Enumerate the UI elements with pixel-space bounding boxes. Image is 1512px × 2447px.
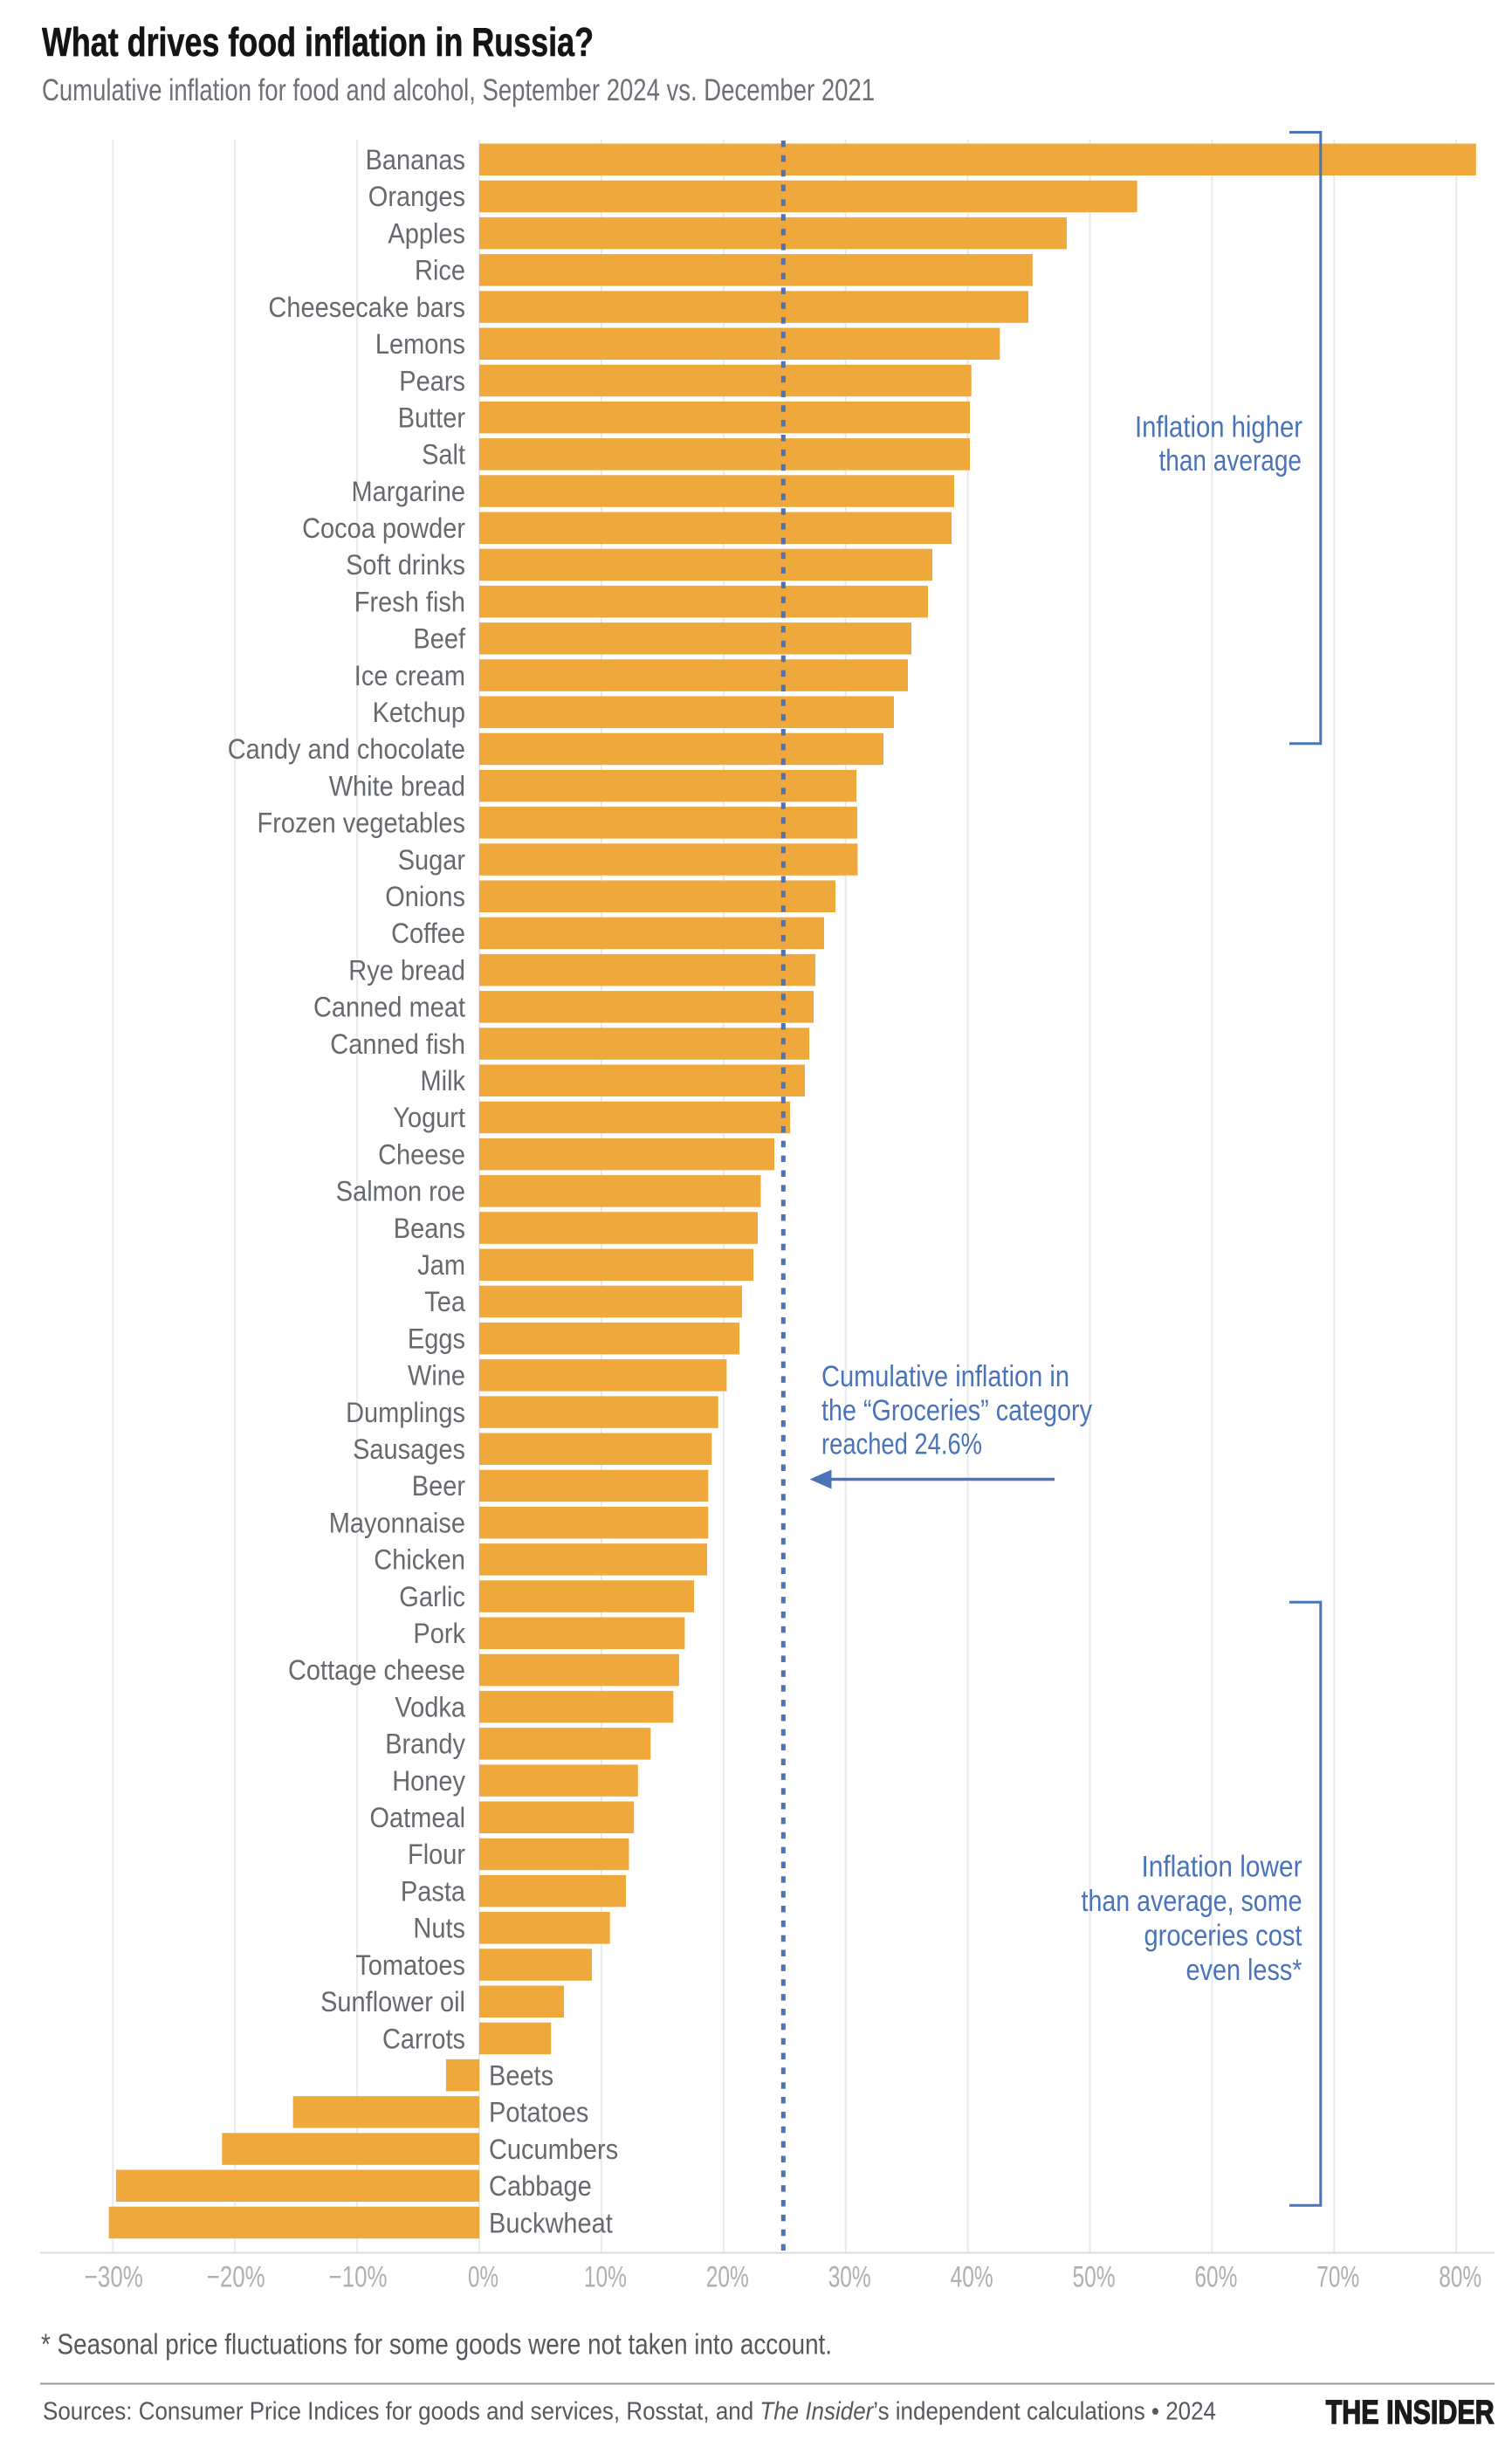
- svg-text:Yogurt: Yogurt: [393, 1102, 465, 1133]
- svg-text:Beets: Beets: [489, 2060, 553, 2092]
- svg-text:Lemons: Lemons: [375, 328, 465, 360]
- svg-text:Potatoes: Potatoes: [489, 2097, 588, 2128]
- svg-text:70%: 70%: [1316, 2261, 1359, 2294]
- svg-text:Cottage cheese: Cottage cheese: [288, 1654, 465, 1686]
- svg-text:40%: 40%: [951, 2261, 993, 2294]
- svg-text:Chicken: Chicken: [374, 1544, 465, 1576]
- svg-text:Cheesecake bars: Cheesecake bars: [268, 292, 465, 323]
- svg-text:What drives food inflation in: What drives food inflation in Russia?: [42, 19, 594, 65]
- svg-text:Canned meat: Canned meat: [313, 992, 465, 1023]
- svg-text:−30%: −30%: [85, 2261, 143, 2294]
- svg-text:Cumulative inflation for food: Cumulative inflation for food and alcoho…: [42, 73, 875, 107]
- svg-text:Margarine: Margarine: [352, 476, 466, 507]
- svg-text:0%: 0%: [468, 2261, 498, 2294]
- svg-text:Buckwheat: Buckwheat: [489, 2207, 613, 2238]
- svg-text:* Seasonal price fluctuations: * Seasonal price fluctuations for some g…: [41, 2327, 832, 2360]
- svg-text:Dumplings: Dumplings: [346, 1397, 465, 1428]
- svg-text:Ice cream: Ice cream: [354, 660, 465, 691]
- svg-text:30%: 30%: [828, 2261, 871, 2294]
- svg-text:groceries cost: groceries cost: [1144, 1919, 1302, 1952]
- svg-text:Coffee: Coffee: [391, 918, 465, 949]
- svg-text:Oatmeal: Oatmeal: [370, 1802, 466, 1833]
- svg-text:Honey: Honey: [392, 1765, 465, 1797]
- svg-text:Beef: Beef: [413, 623, 465, 655]
- svg-text:Cumulative inflation in: Cumulative inflation in: [821, 1360, 1069, 1393]
- svg-text:Salmon roe: Salmon roe: [336, 1176, 465, 1207]
- svg-text:Canned fish: Canned fish: [330, 1028, 465, 1060]
- svg-text:Sugar: Sugar: [398, 844, 466, 876]
- svg-text:Eggs: Eggs: [408, 1323, 465, 1355]
- svg-text:Sausages: Sausages: [353, 1433, 465, 1465]
- svg-text:White bread: White bread: [329, 771, 465, 802]
- svg-text:Jam: Jam: [417, 1249, 465, 1281]
- svg-text:Salt: Salt: [422, 439, 465, 471]
- svg-text:20%: 20%: [706, 2261, 749, 2294]
- svg-text:Oranges: Oranges: [368, 181, 465, 212]
- svg-text:Rye bread: Rye bread: [348, 955, 465, 986]
- svg-text:−10%: −10%: [329, 2261, 388, 2294]
- svg-text:than average, some: than average, some: [1082, 1885, 1302, 1918]
- svg-text:60%: 60%: [1194, 2261, 1237, 2294]
- svg-text:Wine: Wine: [408, 1360, 465, 1392]
- svg-text:Rice: Rice: [415, 255, 465, 286]
- svg-text:10%: 10%: [584, 2261, 627, 2294]
- svg-text:Vodka: Vodka: [395, 1692, 465, 1723]
- svg-text:than average: than average: [1159, 444, 1302, 478]
- svg-text:Brandy: Brandy: [385, 1729, 465, 1760]
- svg-text:Flour: Flour: [408, 1839, 465, 1870]
- svg-text:even less*: even less*: [1186, 1954, 1302, 1987]
- svg-text:80%: 80%: [1439, 2261, 1481, 2294]
- svg-text:Frozen vegetables: Frozen vegetables: [258, 808, 466, 839]
- svg-text:Tomatoes: Tomatoes: [355, 1949, 465, 1981]
- svg-text:Mayonnaise: Mayonnaise: [329, 1508, 465, 1539]
- svg-text:Beer: Beer: [412, 1470, 466, 1502]
- svg-text:Pork: Pork: [413, 1618, 466, 1649]
- svg-text:Sources: Consumer Price Indice: Sources: Consumer Price Indices for good…: [43, 2398, 1216, 2426]
- svg-text:50%: 50%: [1073, 2261, 1116, 2294]
- svg-text:−20%: −20%: [207, 2261, 265, 2294]
- svg-text:Apples: Apples: [388, 217, 465, 249]
- svg-text:Pears: Pears: [399, 365, 465, 396]
- svg-text:Inflation higher: Inflation higher: [1135, 410, 1302, 443]
- svg-text:Cucumbers: Cucumbers: [489, 2134, 618, 2165]
- svg-text:Milk: Milk: [421, 1065, 466, 1096]
- svg-text:Garlic: Garlic: [399, 1581, 465, 1612]
- svg-text:Soft drinks: Soft drinks: [346, 549, 465, 581]
- svg-text:Nuts: Nuts: [413, 1913, 465, 1944]
- svg-text:Cheese: Cheese: [378, 1139, 465, 1171]
- svg-text:Beans: Beans: [394, 1213, 465, 1244]
- svg-text:Pasta: Pasta: [401, 1876, 465, 1907]
- svg-text:Cabbage: Cabbage: [489, 2170, 592, 2202]
- svg-text:Cocoa powder: Cocoa powder: [302, 512, 465, 544]
- svg-text:Ketchup: Ketchup: [373, 697, 465, 728]
- svg-text:reached 24.6%: reached 24.6%: [821, 1427, 982, 1461]
- svg-text:Onions: Onions: [385, 881, 465, 912]
- svg-text:Butter: Butter: [398, 402, 466, 434]
- svg-text:Inflation lower: Inflation lower: [1142, 1851, 1302, 1884]
- svg-text:Sunflower oil: Sunflower oil: [320, 1986, 465, 2017]
- svg-text:Bananas: Bananas: [366, 144, 465, 175]
- svg-text:THE INSIDER: THE INSIDER: [1326, 2395, 1495, 2431]
- svg-text:the “Groceries” category: the “Groceries” category: [821, 1394, 1092, 1427]
- svg-text:Carrots: Carrots: [382, 2023, 465, 2054]
- svg-text:Fresh fish: Fresh fish: [354, 587, 465, 618]
- svg-text:Tea: Tea: [424, 1286, 465, 1317]
- svg-text:Candy and chocolate: Candy and chocolate: [228, 733, 465, 765]
